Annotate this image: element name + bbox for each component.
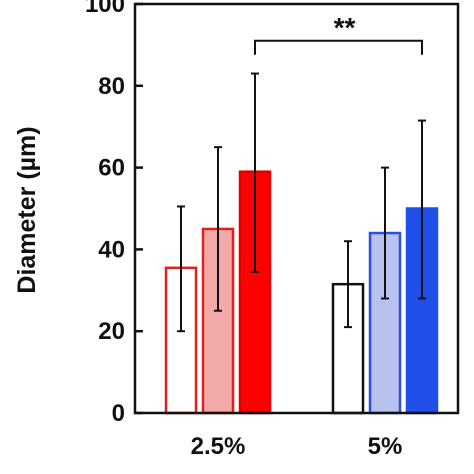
x-tick-label-1: 2.5% bbox=[191, 433, 246, 460]
x-tick-label-2: 5% bbox=[368, 433, 403, 460]
y-tick-label-40: 40 bbox=[98, 236, 125, 263]
y-axis-label: Diameter (µm) bbox=[13, 126, 41, 293]
bars-layer bbox=[164, 170, 439, 415]
error-bars-layer bbox=[177, 72, 426, 333]
y-tick-label-20: 20 bbox=[98, 318, 125, 345]
y-ticks-layer: 2.5% 5% 0 20 40 60 80 100 bbox=[85, 0, 402, 460]
y-tick-label-0: 0 bbox=[112, 400, 125, 427]
axes-frame bbox=[133, 2, 460, 415]
y-tick-label-100: 100 bbox=[85, 0, 125, 18]
plot-frame bbox=[133, 2, 460, 415]
annotations-layer: ** bbox=[254, 12, 423, 55]
significance-bracket-1 bbox=[254, 39, 423, 55]
y-tick-label-80: 80 bbox=[98, 73, 125, 100]
bar-2-1 bbox=[331, 282, 365, 415]
y-tick-label-60: 60 bbox=[98, 155, 125, 182]
significance-label-1: ** bbox=[334, 12, 356, 43]
